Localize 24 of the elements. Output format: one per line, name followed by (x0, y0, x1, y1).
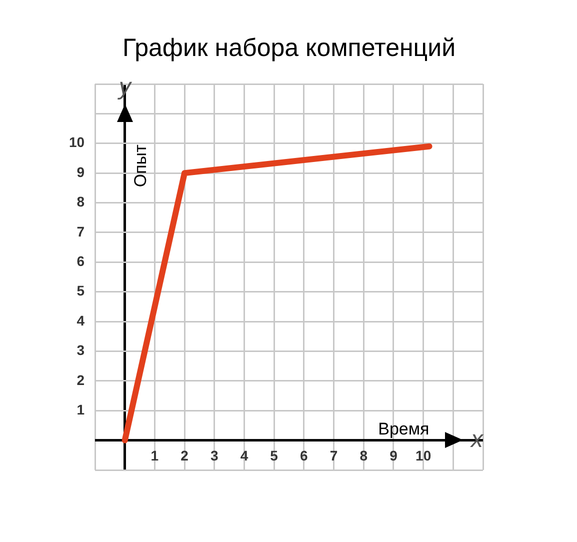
y-tick-label: 3 (76, 342, 85, 358)
x-tick-label: 1 (150, 447, 159, 464)
x-tick-label: 6 (300, 447, 308, 464)
x-tick-label: 10 (416, 447, 432, 464)
y-axis-title: Опыт (131, 144, 150, 188)
x-axis-title: Время (378, 419, 430, 438)
x-tick-label: 7 (330, 447, 338, 464)
y-tick-label: 4 (76, 312, 85, 328)
y-tick-label: 9 (76, 164, 85, 180)
x-tick-label: 5 (270, 447, 278, 464)
y-tick-label: 2 (76, 372, 85, 388)
x-tick-label: 8 (360, 447, 368, 464)
y-tick-label: 8 (76, 194, 85, 210)
x-tick-label: 2 (180, 447, 189, 464)
y-tick-label: 6 (76, 253, 85, 270)
x-tick-label: 9 (390, 447, 398, 464)
chart-title: График набора компетенций (122, 34, 456, 62)
annotation: y (116, 74, 133, 101)
y-tick-label: 5 (76, 282, 85, 299)
x-tick-label: 3 (210, 447, 218, 464)
y-tick-label: 7 (76, 223, 85, 240)
x-tick-label: 4 (240, 447, 248, 464)
y-tick-label: 1 (76, 401, 85, 418)
y-tick-label: 10 (68, 134, 85, 150)
